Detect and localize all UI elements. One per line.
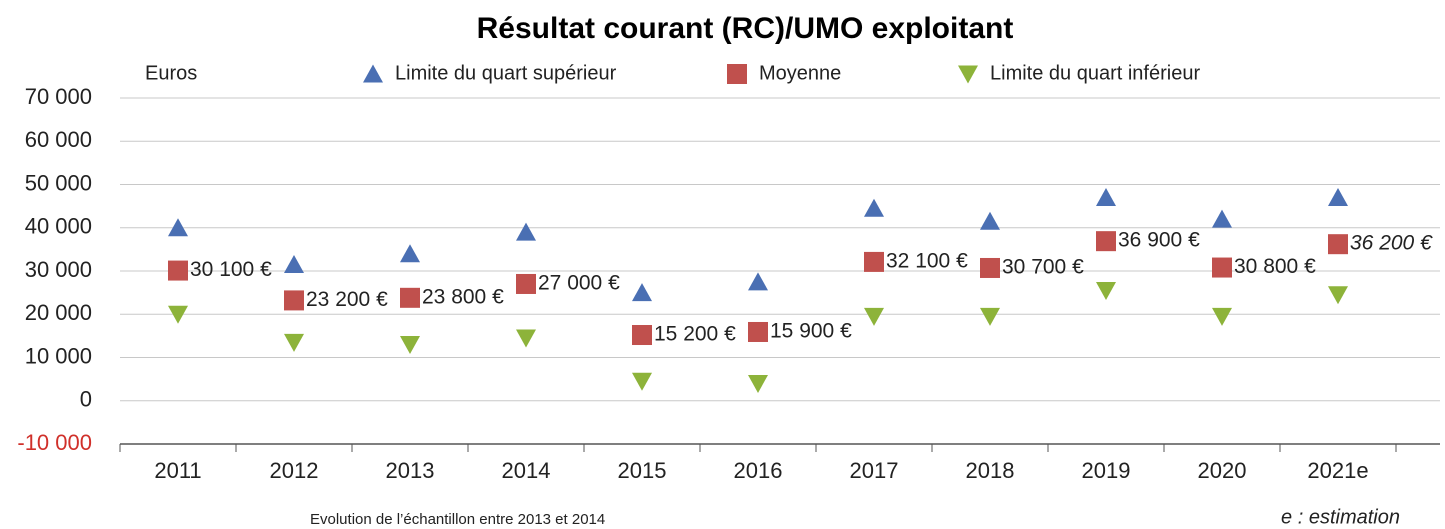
value-label: 23 200 € — [306, 288, 388, 311]
y-tick-label: 0 — [80, 387, 92, 412]
y-axis-label: Euros — [145, 62, 197, 84]
marker — [400, 336, 420, 355]
marker — [168, 260, 188, 281]
marker — [980, 211, 1000, 230]
footnote: Evolution de l’échantillon entre 2013 et… — [310, 511, 605, 528]
marker — [363, 64, 383, 83]
marker — [958, 65, 978, 84]
value-label: 30 700 € — [1002, 256, 1084, 279]
x-tick-label: 2014 — [502, 458, 551, 483]
y-tick-label: 30 000 — [25, 257, 92, 282]
marker — [1096, 187, 1116, 206]
marker — [516, 273, 536, 294]
marker — [1096, 281, 1116, 300]
marker — [516, 222, 536, 241]
marker — [864, 307, 884, 326]
marker — [284, 290, 304, 311]
value-label: 32 100 € — [886, 249, 968, 272]
marker — [1212, 257, 1232, 278]
marker — [748, 321, 768, 342]
marker — [1328, 234, 1348, 255]
marker — [168, 305, 188, 324]
marker — [632, 325, 652, 346]
marker — [1096, 231, 1116, 252]
value-label: 30 800 € — [1234, 255, 1316, 278]
marker — [632, 283, 652, 302]
marker — [864, 251, 884, 272]
marker — [1328, 286, 1348, 305]
marker — [1212, 307, 1232, 326]
x-tick-label: 2016 — [734, 458, 783, 483]
y-tick-label: 10 000 — [25, 343, 92, 368]
value-label: 30 100 € — [190, 258, 272, 281]
value-label: 27 000 € — [538, 272, 620, 295]
x-tick-label: 2018 — [966, 458, 1015, 483]
marker — [1328, 187, 1348, 206]
marker — [864, 198, 884, 217]
y-tick-label: 50 000 — [25, 170, 92, 195]
marker — [284, 255, 304, 274]
legend-label: Moyenne — [759, 62, 841, 84]
marker — [400, 287, 420, 308]
value-label: 15 900 € — [770, 320, 852, 343]
value-label: 23 800 € — [422, 285, 504, 308]
y-tick-label: 40 000 — [25, 214, 92, 239]
legend-label: Limite du quart inférieur — [990, 62, 1200, 84]
value-label: 36 200 € — [1350, 232, 1433, 255]
y-tick-label: 60 000 — [25, 127, 92, 152]
x-tick-label: 2012 — [270, 458, 319, 483]
marker — [748, 374, 768, 393]
x-tick-label: 2011 — [154, 458, 201, 483]
marker — [980, 307, 1000, 326]
x-tick-label: 2019 — [1082, 458, 1131, 483]
marker — [168, 218, 188, 237]
x-tick-label: 2017 — [850, 458, 899, 483]
chart-title: Résultat courant (RC)/UMO exploitant — [477, 12, 1014, 45]
x-tick-label: 2015 — [618, 458, 667, 483]
x-tick-label: 2021e — [1307, 458, 1368, 483]
x-tick-label: 2013 — [386, 458, 435, 483]
marker — [632, 372, 652, 391]
y-tick-label: 70 000 — [25, 84, 92, 109]
marker — [1212, 209, 1232, 228]
marker — [516, 329, 536, 348]
marker — [284, 333, 304, 352]
x-tick-label: 2020 — [1198, 458, 1247, 483]
y-tick-label: 20 000 — [25, 300, 92, 325]
y-tick-label: -10 000 — [17, 430, 92, 455]
value-label: 15 200 € — [654, 323, 736, 346]
marker — [400, 244, 420, 263]
marker — [748, 272, 768, 291]
marker — [727, 64, 747, 84]
legend-label: Limite du quart supérieur — [395, 62, 617, 84]
marker — [980, 257, 1000, 278]
note: e : estimation — [1281, 506, 1400, 528]
value-label: 36 900 € — [1118, 229, 1200, 252]
